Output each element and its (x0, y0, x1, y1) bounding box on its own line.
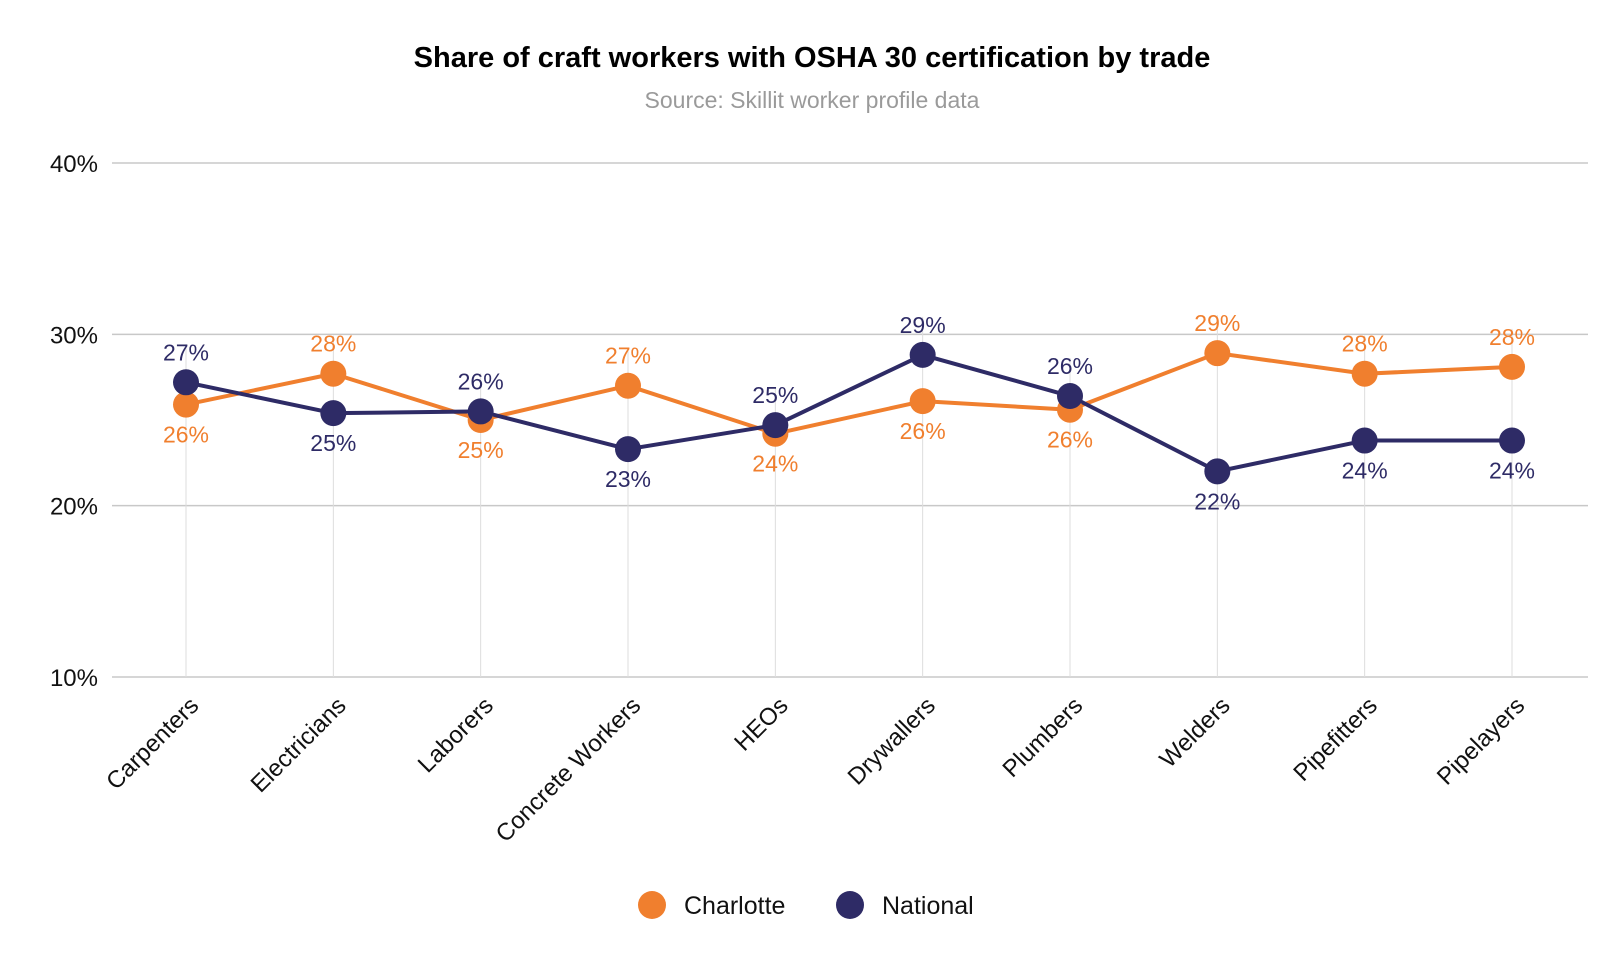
x-tick-label: HEOs (729, 692, 793, 756)
data-point-charlotte (1204, 340, 1231, 367)
x-tick-label: Pipelayers (1432, 692, 1530, 790)
data-point-national (320, 400, 347, 427)
data-point-charlotte (615, 372, 641, 399)
data-point-national (467, 398, 494, 425)
data-point-charlotte (1499, 353, 1525, 380)
data-point-national (1351, 427, 1378, 454)
data-point-national (173, 369, 199, 396)
data-label-charlotte: 26% (1047, 427, 1093, 453)
series-line-charlotte (185, 351, 1513, 436)
data-point-charlotte (173, 391, 199, 418)
y-tick-label: 40% (50, 151, 98, 178)
x-tick-label: Carpenters (101, 692, 204, 795)
data-label-national: 22% (1194, 488, 1240, 514)
legend-marker-charlotte (638, 891, 666, 919)
x-tick-label: Drywallers (843, 692, 941, 790)
data-label-national: 26% (1047, 353, 1093, 379)
data-label-national: 29% (900, 312, 946, 338)
data-label-charlotte: 24% (752, 451, 798, 477)
data-label-charlotte: 27% (605, 343, 651, 369)
data-label-charlotte: 28% (310, 331, 356, 357)
y-tick-label: 30% (50, 322, 98, 349)
data-point-national (1204, 458, 1231, 485)
data-point-national (1499, 427, 1525, 454)
x-tick-label: Welders (1155, 692, 1236, 773)
legend-label-charlotte: Charlotte (684, 892, 785, 920)
data-label-charlotte: 28% (1489, 324, 1535, 350)
plot-area: 10% 20% 30% 40% Carpenters Electricians Labore… (50, 151, 1588, 848)
data-label-national: 26% (458, 368, 504, 394)
chart-subtitle: Source: Skillit worker profile data (645, 87, 980, 113)
data-label-charlotte: 29% (1194, 310, 1240, 336)
chart-title: Share of craft workers with OSHA 30 cert… (414, 42, 1211, 74)
data-label-national: 24% (1489, 458, 1535, 484)
data-label-national: 24% (1342, 458, 1388, 484)
data-point-charlotte (1351, 360, 1378, 387)
legend-marker-national (836, 891, 864, 919)
data-label-national: 25% (752, 382, 798, 408)
data-point-national (615, 436, 641, 463)
legend-label-national: National (882, 892, 974, 920)
y-tick-label: 10% (50, 665, 98, 692)
data-label-national: 23% (605, 466, 651, 492)
data-point-national (909, 341, 936, 368)
data-point-charlotte (320, 360, 347, 387)
data-label-charlotte: 28% (1342, 331, 1388, 357)
x-tick-label: Pipefitters (1288, 692, 1383, 787)
y-tick-label: 20% (50, 494, 98, 521)
data-point-national (762, 412, 789, 439)
data-label-charlotte: 25% (458, 437, 504, 463)
data-label-charlotte: 26% (163, 422, 209, 448)
x-tick-label: Concrete Workers (491, 692, 647, 848)
data-point-charlotte (909, 388, 936, 415)
x-tick-label: Plumbers (997, 692, 1088, 783)
data-label-national: 27% (163, 339, 209, 365)
data-point-national (1057, 383, 1083, 410)
legend: Charlotte National (638, 891, 974, 920)
data-label-national: 25% (310, 430, 356, 456)
series-line-national (185, 352, 1512, 474)
x-tick-label: Electricians (246, 692, 352, 798)
data-label-charlotte: 26% (900, 418, 946, 444)
x-tick-label: Laborers (413, 692, 499, 778)
